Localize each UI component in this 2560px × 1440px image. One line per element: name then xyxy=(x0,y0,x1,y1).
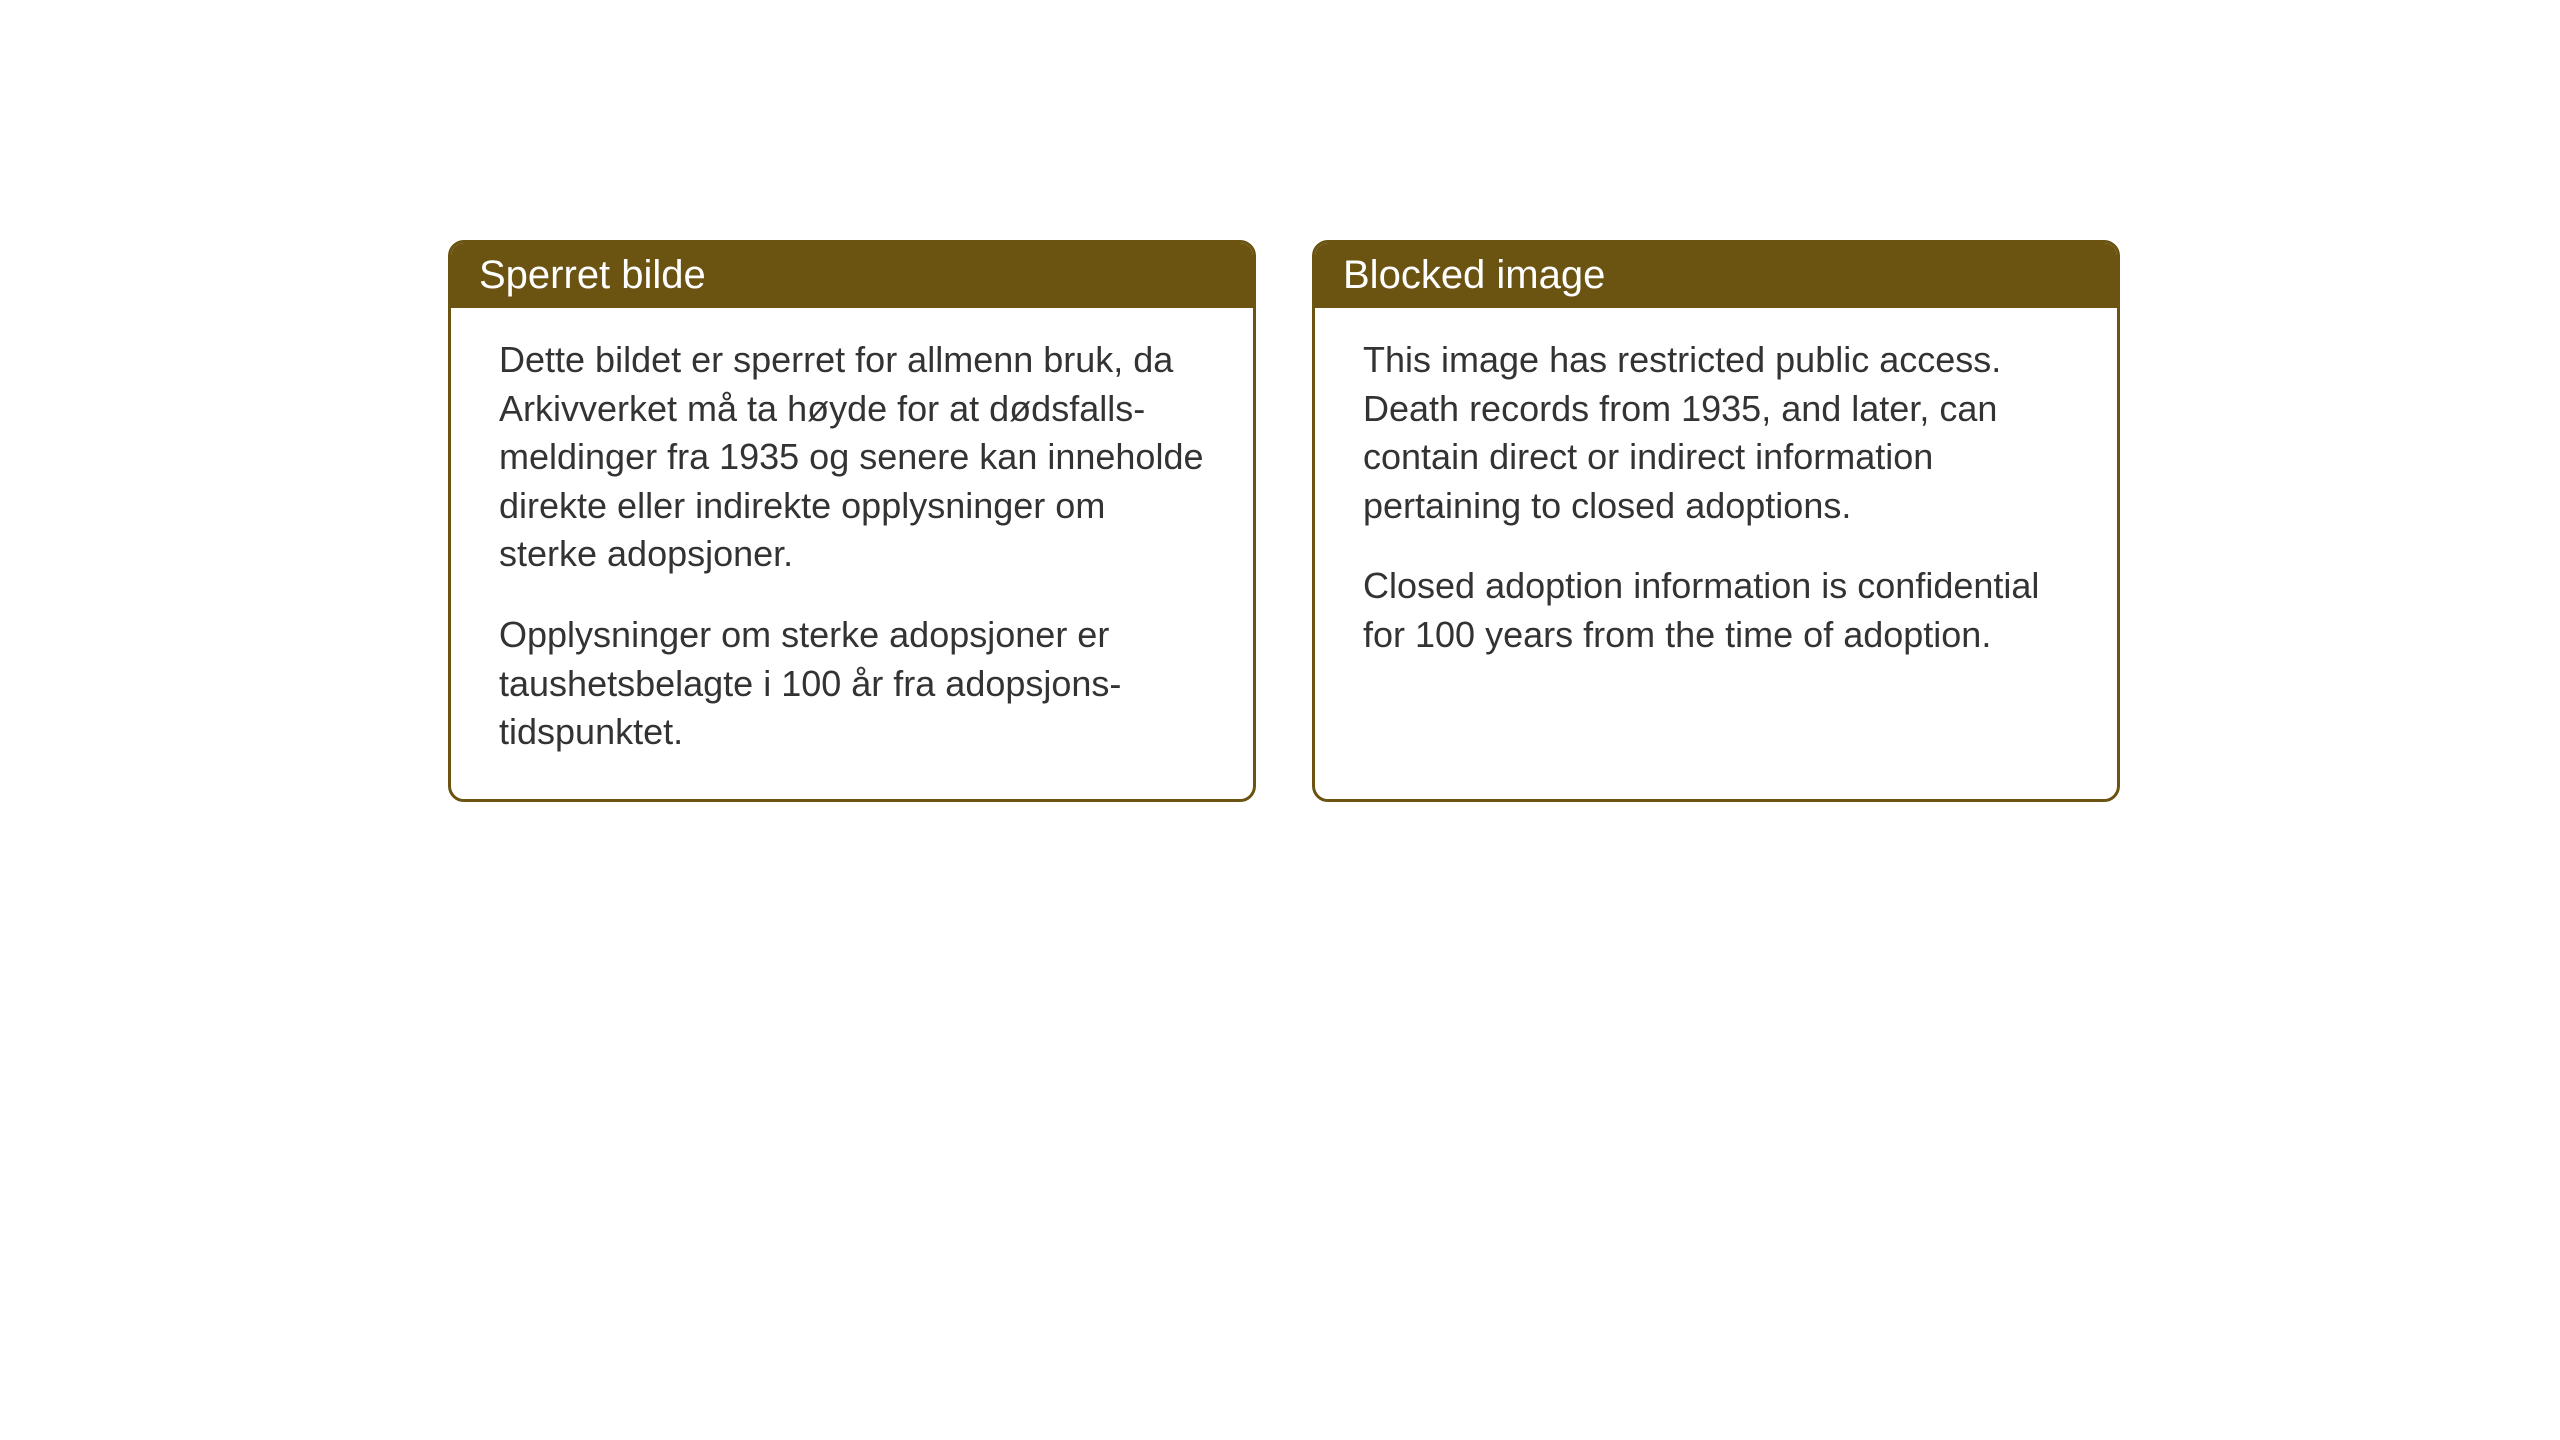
notice-paragraph-2-english: Closed adoption information is confident… xyxy=(1363,562,2069,659)
notice-paragraph-2-norwegian: Opplysninger om sterke adopsjoner er tau… xyxy=(499,611,1205,757)
notice-header-norwegian: Sperret bilde xyxy=(451,243,1253,308)
notice-header-english: Blocked image xyxy=(1315,243,2117,308)
notice-body-norwegian: Dette bildet er sperret for allmenn bruk… xyxy=(451,308,1253,799)
notice-title-english: Blocked image xyxy=(1343,253,1605,297)
notice-box-norwegian: Sperret bilde Dette bildet er sperret fo… xyxy=(448,240,1256,802)
notice-paragraph-1-english: This image has restricted public access.… xyxy=(1363,336,2069,530)
notice-title-norwegian: Sperret bilde xyxy=(479,253,706,297)
notice-container: Sperret bilde Dette bildet er sperret fo… xyxy=(448,240,2120,802)
notice-body-english: This image has restricted public access.… xyxy=(1315,308,2117,702)
notice-box-english: Blocked image This image has restricted … xyxy=(1312,240,2120,802)
notice-paragraph-1-norwegian: Dette bildet er sperret for allmenn bruk… xyxy=(499,336,1205,579)
